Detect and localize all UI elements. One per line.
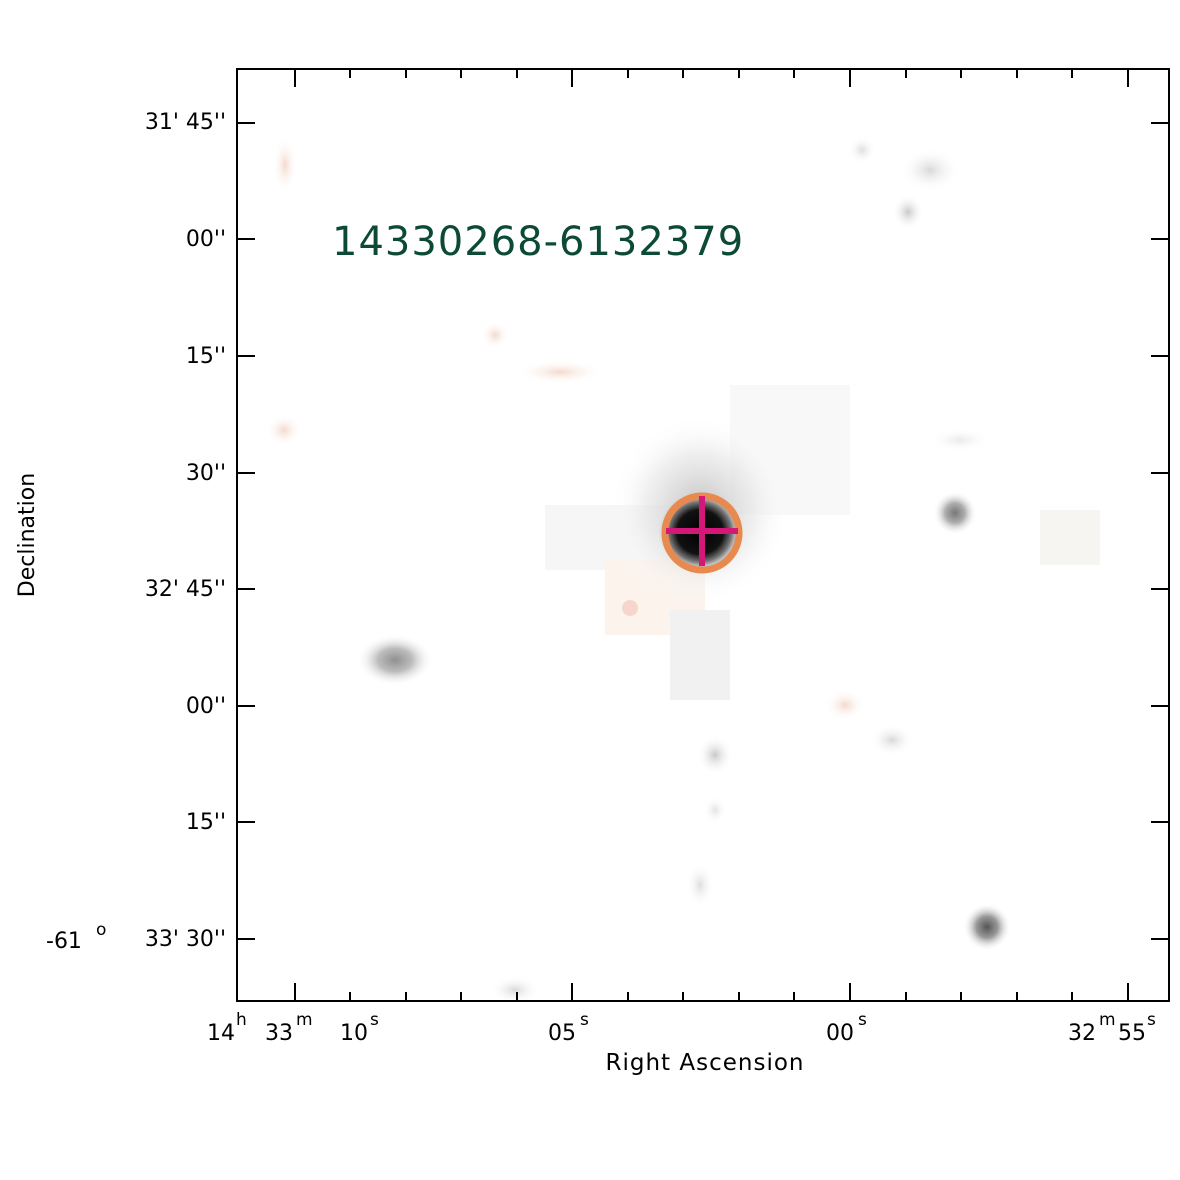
degree-sup: o	[96, 920, 107, 940]
faint-source	[848, 136, 876, 164]
object-id-label: 14330268-6132379	[332, 219, 745, 265]
faint-source	[490, 976, 540, 1001]
faint-source	[697, 735, 733, 775]
star	[357, 634, 433, 686]
y-tick-label: 32' 45''	[144, 577, 226, 602]
background-patch	[670, 610, 730, 700]
y-tick-prefix: -61	[46, 929, 82, 954]
x-tick-s-sup: s	[858, 1010, 867, 1030]
background-patch	[1040, 510, 1100, 565]
star	[933, 491, 977, 535]
x-minor-ticks	[349, 69, 1073, 1001]
faint-source	[870, 724, 914, 756]
faint-source	[273, 137, 297, 193]
x-tick-hours: 14	[207, 1021, 235, 1046]
x-tick-seconds: 00	[826, 1021, 854, 1046]
x-tick-s-sup: s	[580, 1010, 589, 1030]
faint-source	[481, 321, 509, 349]
x-tick-seconds: 55	[1118, 1021, 1146, 1046]
x-axis-title: Right Ascension	[605, 1050, 805, 1076]
x-tick-s-sup: s	[1147, 1010, 1156, 1030]
faint-source	[900, 148, 960, 192]
y-tick-label: 15''	[185, 810, 226, 835]
faint-source	[515, 360, 605, 384]
x-tick-seconds: 05	[548, 1021, 576, 1046]
x-tick-minutes: 32	[1068, 1021, 1096, 1046]
y-tick-label: 00''	[185, 694, 226, 719]
x-tick-m-sup: m	[296, 1010, 313, 1030]
faint-source	[266, 414, 302, 446]
x-ticks	[294, 69, 1129, 1001]
y-axis-title: Declination	[15, 472, 40, 598]
faint-source	[892, 194, 924, 230]
plot-frame	[236, 68, 1170, 1002]
y-tick-label: 31' 45''	[144, 110, 226, 135]
x-tick-h-sup: h	[236, 1010, 247, 1030]
x-tick-s-sup: s	[370, 1010, 379, 1030]
y-ticks-right	[1151, 122, 1169, 940]
faint-source	[622, 600, 638, 616]
star	[963, 903, 1011, 951]
y-tick-label: 30''	[185, 461, 226, 486]
y-tick-label: 00''	[185, 227, 226, 252]
faint-source	[825, 689, 865, 721]
y-ticks-left	[237, 122, 255, 940]
x-tick-seconds: 10	[340, 1021, 368, 1046]
y-tick-label: 15''	[185, 344, 226, 369]
faint-source	[703, 796, 727, 824]
x-tick-minutes: 33	[265, 1021, 293, 1046]
faint-source	[686, 863, 714, 907]
y-tick-label: 33' 30''	[144, 927, 226, 952]
x-tick-m-sup: m	[1099, 1010, 1116, 1030]
faint-source	[930, 428, 990, 452]
